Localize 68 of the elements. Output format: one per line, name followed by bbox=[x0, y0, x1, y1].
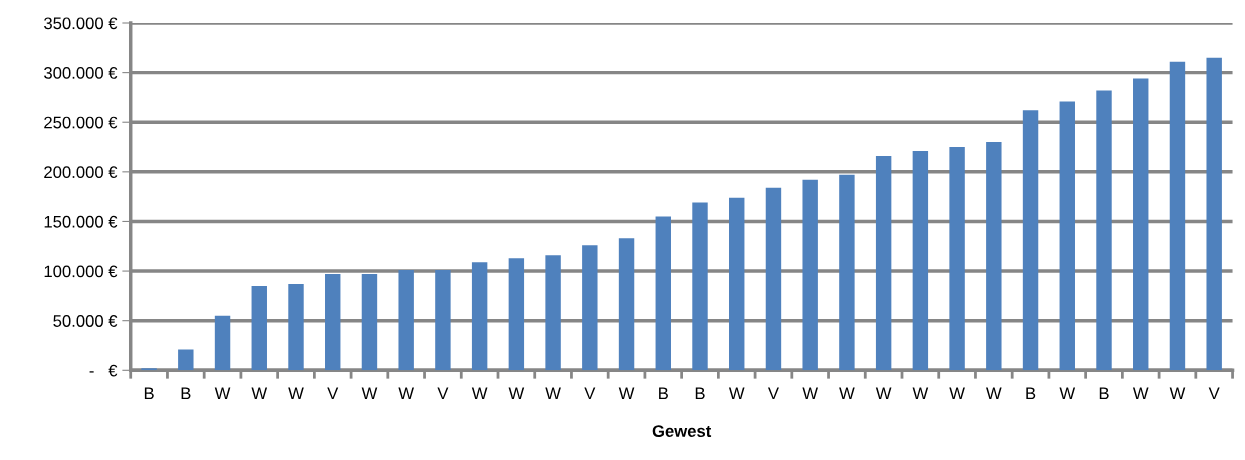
x-tick-label: B bbox=[144, 387, 154, 400]
x-tick-label: B bbox=[1026, 387, 1036, 400]
x-tick-label: W bbox=[839, 387, 855, 400]
x-tick-label: B bbox=[181, 387, 191, 400]
x-tick-label: V bbox=[1208, 387, 1220, 400]
x-axis-title: Gewest bbox=[652, 425, 712, 437]
bar bbox=[618, 238, 635, 371]
x-tick-label: W bbox=[618, 387, 635, 400]
x-tick-label: W bbox=[361, 387, 378, 400]
bar bbox=[398, 270, 414, 371]
x-tick-label: V bbox=[327, 387, 339, 400]
x-tick-label: W bbox=[912, 387, 929, 400]
x-tick-label: V bbox=[767, 387, 779, 400]
x-tick-label: W bbox=[251, 387, 268, 400]
bar bbox=[435, 270, 451, 371]
x-tick-label: W bbox=[1169, 387, 1186, 400]
x-tick-label: W bbox=[398, 387, 414, 400]
bar bbox=[288, 283, 304, 371]
bar bbox=[251, 285, 267, 371]
bar bbox=[582, 245, 598, 371]
y-tick-label: - € bbox=[89, 364, 118, 377]
bar bbox=[361, 274, 378, 371]
x-tick-label: W bbox=[986, 387, 1002, 400]
bar bbox=[1169, 61, 1186, 371]
bar bbox=[802, 179, 818, 371]
bar bbox=[765, 187, 782, 371]
x-tick-label: W bbox=[545, 387, 561, 400]
x-tick-label: W bbox=[949, 387, 965, 400]
bar bbox=[545, 255, 561, 371]
y-tick-label: 300.000 € bbox=[44, 67, 118, 79]
y-tick-label: 150.000 € bbox=[44, 215, 118, 228]
x-tick-label: W bbox=[214, 387, 231, 400]
y-tick-label: 200.000 € bbox=[44, 166, 118, 179]
bar bbox=[1059, 101, 1075, 371]
x-tick-label: W bbox=[508, 387, 525, 400]
x-tick-label: W bbox=[802, 387, 818, 400]
bar bbox=[729, 197, 745, 371]
y-tick-label: 350.000 € bbox=[44, 17, 118, 30]
bar bbox=[508, 258, 525, 371]
bar bbox=[325, 274, 341, 371]
x-tick-label: B bbox=[1099, 387, 1109, 400]
bar bbox=[1206, 57, 1222, 371]
x-tick-label: W bbox=[728, 387, 745, 400]
x-tick-label: W bbox=[288, 387, 304, 400]
x-tick-label: B bbox=[695, 387, 705, 400]
x-tick-label: W bbox=[875, 387, 892, 400]
bar bbox=[692, 202, 708, 371]
y-tick-label: 50.000 € bbox=[53, 315, 118, 327]
bar bbox=[178, 349, 194, 371]
bar bbox=[214, 315, 231, 371]
bar bbox=[471, 262, 488, 371]
bar bbox=[949, 147, 965, 371]
bar bbox=[1096, 90, 1112, 371]
bar bbox=[875, 155, 892, 371]
x-tick-label: W bbox=[1132, 387, 1149, 400]
x-tick-label: W bbox=[471, 387, 488, 400]
x-tick-label: B bbox=[659, 387, 668, 400]
bar bbox=[1133, 78, 1149, 371]
bar bbox=[1022, 110, 1039, 371]
y-tick-label: 250.000 € bbox=[44, 116, 118, 129]
x-tick-label: V bbox=[584, 387, 596, 400]
bar bbox=[655, 216, 671, 371]
bar bbox=[912, 151, 929, 371]
x-tick-label: W bbox=[1059, 387, 1076, 400]
bar bbox=[986, 142, 1002, 371]
bar bbox=[839, 174, 855, 371]
y-tick-label: 100.000 € bbox=[44, 265, 118, 278]
x-tick-label: V bbox=[437, 387, 449, 400]
